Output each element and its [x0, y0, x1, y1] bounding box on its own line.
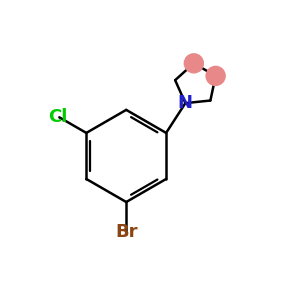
- Text: Br: Br: [115, 223, 137, 241]
- Text: Cl: Cl: [48, 108, 68, 126]
- Circle shape: [206, 66, 225, 85]
- Text: N: N: [178, 94, 193, 112]
- Circle shape: [184, 54, 203, 73]
